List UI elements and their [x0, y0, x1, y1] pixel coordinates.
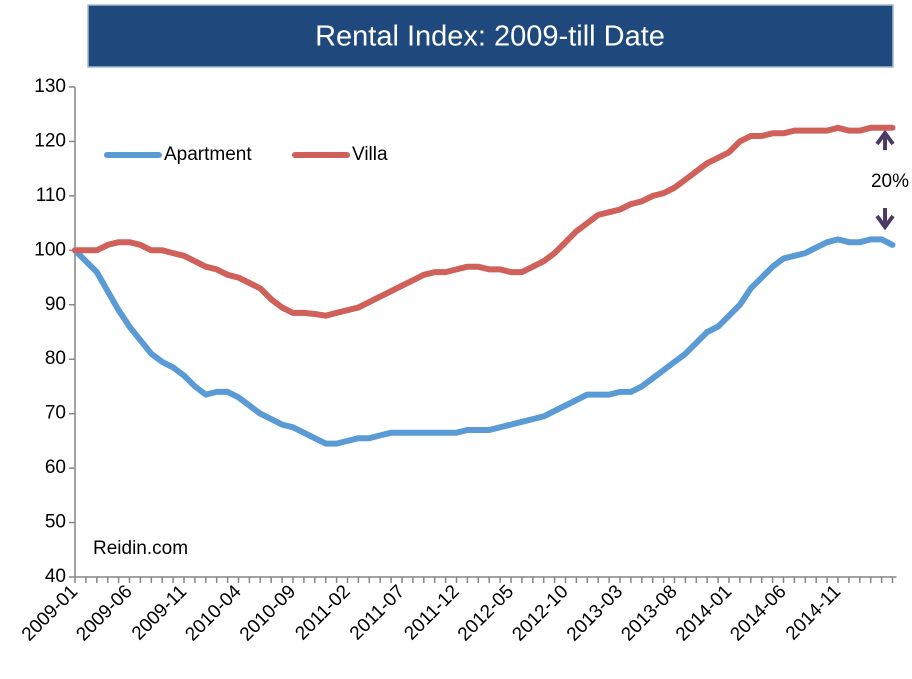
y-tick-label: 70 [45, 403, 66, 424]
x-tick-label: 2009-11 [128, 581, 191, 644]
x-tick-label: 2014-06 [726, 581, 790, 645]
arrow-up [875, 129, 895, 150]
x-tick-label: 2014-01 [672, 581, 736, 645]
arrow-down [875, 208, 895, 231]
x-tick-label: 2009-01 [18, 581, 82, 645]
source-note: Reidin.com [93, 538, 188, 559]
y-tick-label: 120 [34, 130, 66, 151]
y-tick-label: 130 [34, 76, 66, 97]
y-tick-label: 80 [45, 348, 66, 369]
x-tick-label: 2011-02 [291, 581, 354, 644]
x-tick-label: 2011-12 [400, 581, 463, 644]
x-tick-label: 2011-07 [346, 581, 409, 644]
legend-label: Villa [352, 144, 388, 165]
y-tick-label: 100 [34, 239, 66, 260]
y-tick-label: 50 [45, 512, 66, 533]
y-tick-label: 110 [36, 185, 66, 206]
x-tick-label: 2013-03 [563, 581, 627, 645]
x-tick-label: 2010-04 [181, 581, 245, 645]
x-tick-label: 2014-11 [782, 581, 845, 644]
x-tick-label: 2013-08 [617, 581, 681, 645]
x-tick-label: 2012-10 [508, 581, 572, 645]
legend-label: Apartment [164, 144, 252, 165]
x-tick-label: 2012-05 [454, 581, 518, 645]
chart-title: Rental Index: 2009-till Date [315, 21, 665, 53]
y-tick-label: 40 [45, 566, 66, 587]
y-tick-label: 60 [45, 457, 66, 478]
series-line [72, 124, 896, 319]
gap-label: 20% [871, 171, 909, 192]
x-tick-label: 2009-06 [72, 581, 136, 645]
y-tick-label: 90 [45, 294, 66, 315]
series-line [72, 236, 896, 447]
x-tick-label: 2010-09 [236, 581, 300, 645]
title-box [87, 4, 894, 68]
